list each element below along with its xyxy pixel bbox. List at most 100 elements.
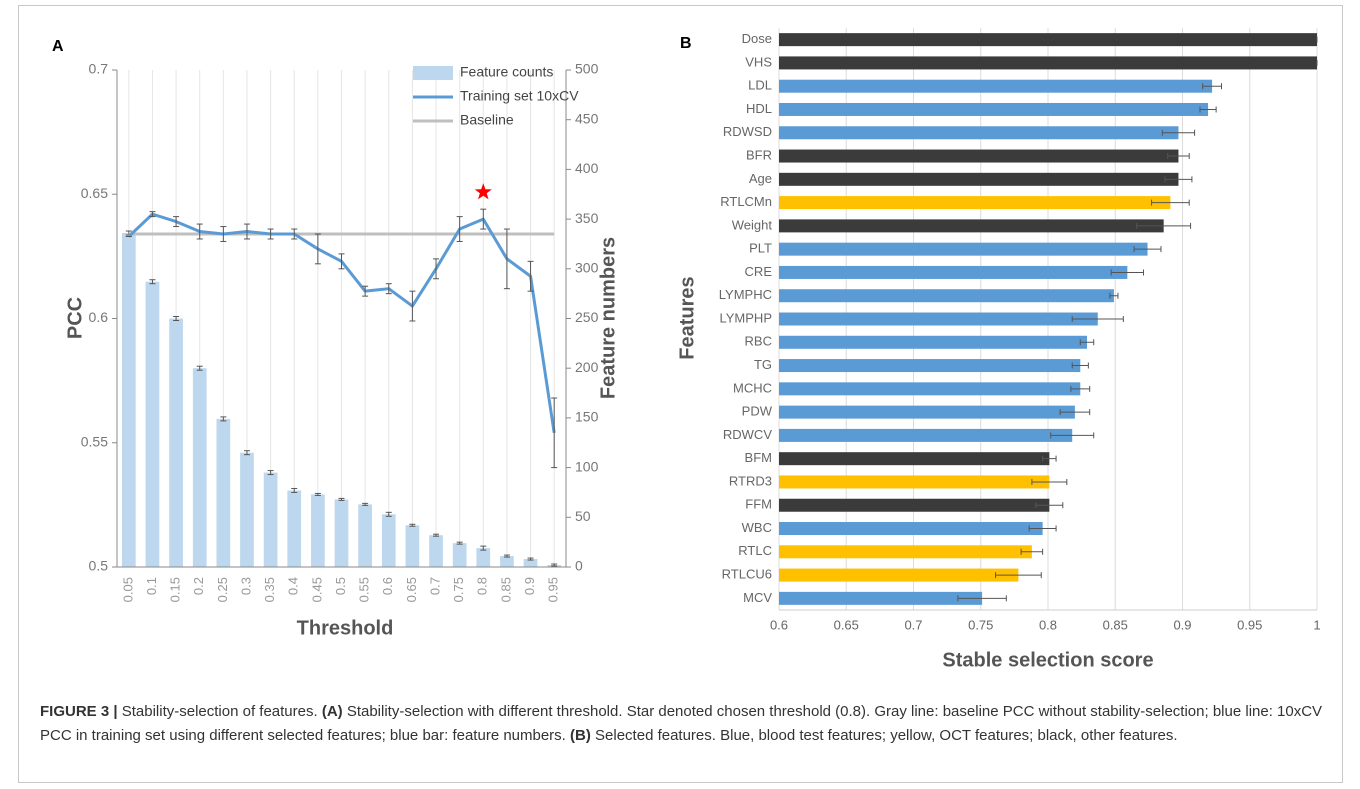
bar — [779, 591, 983, 605]
x-tick-label: 1 — [1313, 617, 1320, 632]
error-bar — [1071, 316, 1124, 322]
error-bar — [385, 511, 392, 517]
error-bar — [480, 545, 487, 551]
y-tick-label: 0.55 — [81, 433, 108, 449]
bar — [476, 548, 491, 567]
error-bar — [1164, 176, 1193, 183]
bar — [779, 405, 1075, 419]
error-bar — [1109, 292, 1119, 299]
error-bar — [362, 285, 369, 297]
y-tick-label: MCHC — [733, 380, 772, 395]
y-tick-label: RBC — [745, 334, 772, 349]
bar — [779, 475, 1050, 489]
bar — [779, 312, 1098, 326]
y-tick-label: 0.5 — [89, 558, 109, 574]
x-tick-label: 0.3 — [238, 577, 253, 595]
error-bar — [291, 487, 298, 493]
y2-tick-label: 400 — [575, 160, 599, 176]
y-tick-label: VHS — [745, 54, 772, 69]
error-bar — [196, 223, 203, 240]
x-tick-label: 0.45 — [309, 577, 324, 602]
x-tick-label: 0.55 — [357, 577, 372, 602]
error-bar — [220, 416, 227, 422]
error-bar — [173, 316, 180, 321]
y-tick-label: BFR — [746, 147, 772, 162]
y-tick-label: Dose — [742, 31, 772, 46]
error-bar — [149, 279, 156, 285]
error-bar — [220, 226, 227, 242]
x-tick-label: 0.05 — [120, 577, 135, 602]
bar — [779, 56, 1317, 70]
x-tick-label: 0.6 — [770, 617, 788, 632]
x-axis-title: Stable selection score — [942, 649, 1153, 671]
error-bar — [267, 470, 274, 476]
x-tick-label: 0.75 — [451, 577, 466, 602]
error-bar — [1035, 502, 1064, 509]
error-bar — [1070, 385, 1091, 392]
legend-label: Training set 10xCV — [460, 88, 579, 104]
x-tick-label: 0.1 — [144, 577, 159, 595]
legend-swatch — [413, 66, 453, 80]
y-tick-label: LYMPHP — [720, 310, 773, 325]
figure: A B 0.5 0.55 0.6 0.65 0.7 0 50 100 150 200 250 300 3… — [52, 28, 1321, 671]
bar — [779, 196, 1171, 210]
bar — [358, 504, 372, 567]
bar — [779, 498, 1050, 512]
x-tick-label: 0.2 — [191, 577, 206, 595]
x-tick-label: 0.95 — [1237, 617, 1262, 632]
x-tick-label: 0.85 — [1103, 617, 1128, 632]
error-bar — [1042, 455, 1057, 462]
y-axis-title: Features — [676, 276, 698, 359]
x-tick-label: 0.7 — [904, 617, 922, 632]
figure-frame — [18, 5, 1343, 783]
y2-tick-label: 250 — [575, 309, 599, 325]
error-bar — [456, 541, 463, 545]
error-bar — [1059, 409, 1091, 416]
error-bar — [338, 253, 345, 270]
x-tick-label: 0.5 — [333, 577, 348, 595]
y2-tick-label: 0 — [575, 558, 583, 574]
x-tick-label: 0.25 — [215, 577, 230, 602]
star-marker — [474, 183, 492, 200]
x-tick-label: 0.15 — [168, 577, 183, 602]
x-tick-label: 0.4 — [286, 577, 301, 595]
error-bar — [1199, 106, 1217, 113]
error-bar — [503, 554, 510, 558]
panel-label: A — [52, 38, 64, 55]
bar — [169, 318, 183, 567]
x-tick-label: 0.85 — [498, 577, 513, 602]
y-tick-label: 0.6 — [89, 309, 109, 325]
x-axis-title: Threshold — [297, 617, 394, 639]
x-tick-label: 0.7 — [427, 577, 442, 595]
error-bar — [503, 228, 510, 290]
error-bar — [149, 211, 156, 218]
y2-tick-label: 500 — [575, 61, 599, 77]
error-bar — [1167, 153, 1190, 160]
caption-text: Stability-selection of features. — [121, 703, 318, 720]
error-bar — [409, 523, 416, 527]
bar — [779, 382, 1081, 396]
x-tick-label: 0.65 — [404, 577, 419, 602]
error-bar — [267, 228, 274, 240]
bar — [145, 281, 160, 567]
error-bar — [1050, 432, 1095, 439]
bar — [263, 472, 278, 567]
bar — [405, 525, 420, 567]
error-bar — [995, 572, 1042, 579]
y-tick-label: RTRD3 — [729, 473, 772, 488]
bar — [779, 102, 1209, 116]
y-tick-label: WBC — [742, 520, 772, 535]
y2-tick-label: 50 — [575, 508, 591, 524]
error-bar — [243, 223, 250, 240]
y-tick-label: RDWSD — [723, 124, 772, 139]
error-bar — [551, 397, 558, 469]
bar — [779, 265, 1128, 279]
y2-tick-label: 100 — [575, 458, 599, 474]
bar — [216, 418, 231, 567]
bar — [779, 172, 1179, 186]
error-bar — [362, 502, 369, 506]
error-bar — [1031, 478, 1068, 485]
bar — [779, 79, 1213, 93]
caption-label: (A) — [321, 703, 343, 720]
